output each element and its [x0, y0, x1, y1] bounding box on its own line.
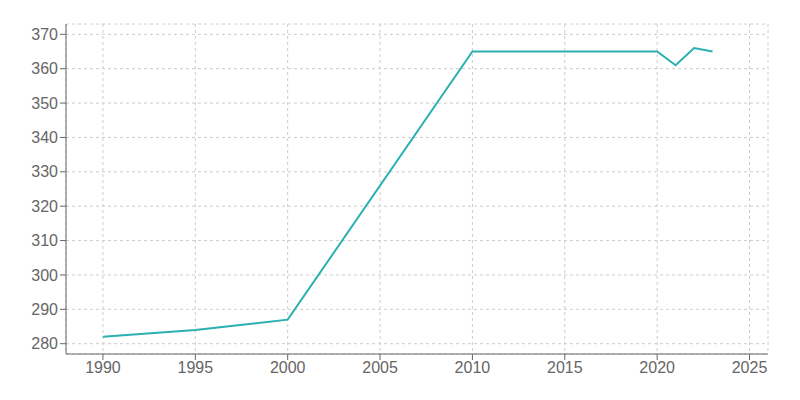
svg-text:360: 360 — [31, 60, 58, 77]
svg-text:2000: 2000 — [270, 359, 306, 376]
svg-text:2020: 2020 — [639, 359, 675, 376]
svg-text:2005: 2005 — [362, 359, 398, 376]
svg-text:320: 320 — [31, 198, 58, 215]
svg-text:330: 330 — [31, 163, 58, 180]
svg-text:2015: 2015 — [547, 359, 583, 376]
svg-text:2025: 2025 — [732, 359, 768, 376]
svg-text:350: 350 — [31, 95, 58, 112]
svg-text:280: 280 — [31, 335, 58, 352]
svg-text:370: 370 — [31, 26, 58, 43]
svg-text:310: 310 — [31, 232, 58, 249]
svg-text:340: 340 — [31, 129, 58, 146]
svg-text:2010: 2010 — [455, 359, 491, 376]
svg-text:300: 300 — [31, 267, 58, 284]
svg-text:1990: 1990 — [85, 359, 121, 376]
svg-text:1995: 1995 — [178, 359, 214, 376]
svg-text:290: 290 — [31, 301, 58, 318]
